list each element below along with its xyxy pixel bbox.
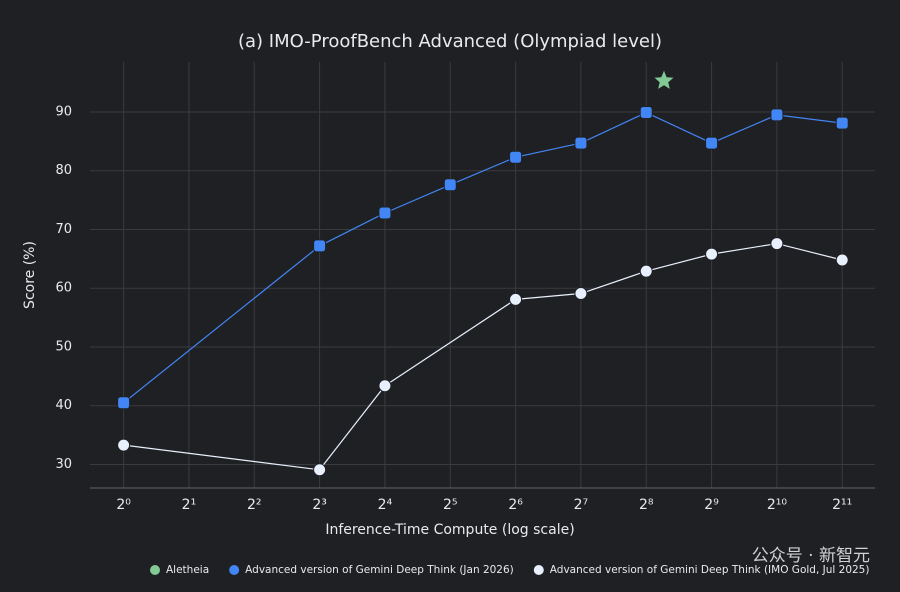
point [574,287,588,301]
point [654,70,674,89]
y-tick-label: 80 [55,163,72,178]
x-tick-label: 2⁵ [443,497,458,513]
point [835,253,849,267]
y-tick-label: 60 [55,281,72,296]
x-axis-title: Inference-Time Compute (log scale) [325,522,574,538]
series-line [123,111,843,404]
x-tick-label: 2³ [312,497,327,513]
point [835,116,849,130]
y-axis-title: Score (%) [22,241,38,309]
point [770,237,784,251]
y-tick-label: 70 [55,222,72,237]
chart-title: (a) IMO-ProofBench Advanced (Olympiad le… [238,31,662,52]
legend-marker [533,565,544,575]
y-tick-label: 90 [55,104,72,119]
legend-label: Advanced version of Gemini Deep Think (J… [245,564,514,576]
point [509,292,523,306]
x-tick-label: 2⁶ [508,497,523,513]
x-tick-label: 2⁹ [704,497,719,513]
point [639,264,653,278]
x-tick-label: 2⁴ [378,497,393,513]
y-tick-label: 50 [55,339,72,354]
x-tick-label: 2⁷ [574,497,589,513]
point [443,178,457,192]
legend-marker [229,565,240,575]
x-tick-label: 2² [247,497,262,513]
y-tick-label: 30 [55,457,72,472]
watermark: 公众号 · 新智元 [752,546,870,566]
point [378,379,392,393]
y-tick-label: 40 [55,398,72,413]
point [705,247,719,261]
x-tick-label: 2¹ [182,497,197,513]
x-tick-label: 2¹¹ [832,497,852,513]
point [313,239,327,253]
x-tick-label: 2¹⁰ [767,497,788,513]
point [639,106,653,120]
legend-label: Aletheia [166,564,209,576]
x-tick-label: 2⁰ [116,497,131,513]
point [313,463,327,477]
point [117,438,131,452]
legend-marker [150,565,160,575]
point [378,206,392,220]
point [509,150,523,164]
point [117,396,131,410]
point [705,136,719,150]
legend-label: Advanced version of Gemini Deep Think (I… [550,564,870,576]
x-tick-label: 2⁸ [639,497,654,513]
point [770,108,784,122]
point [574,136,588,150]
